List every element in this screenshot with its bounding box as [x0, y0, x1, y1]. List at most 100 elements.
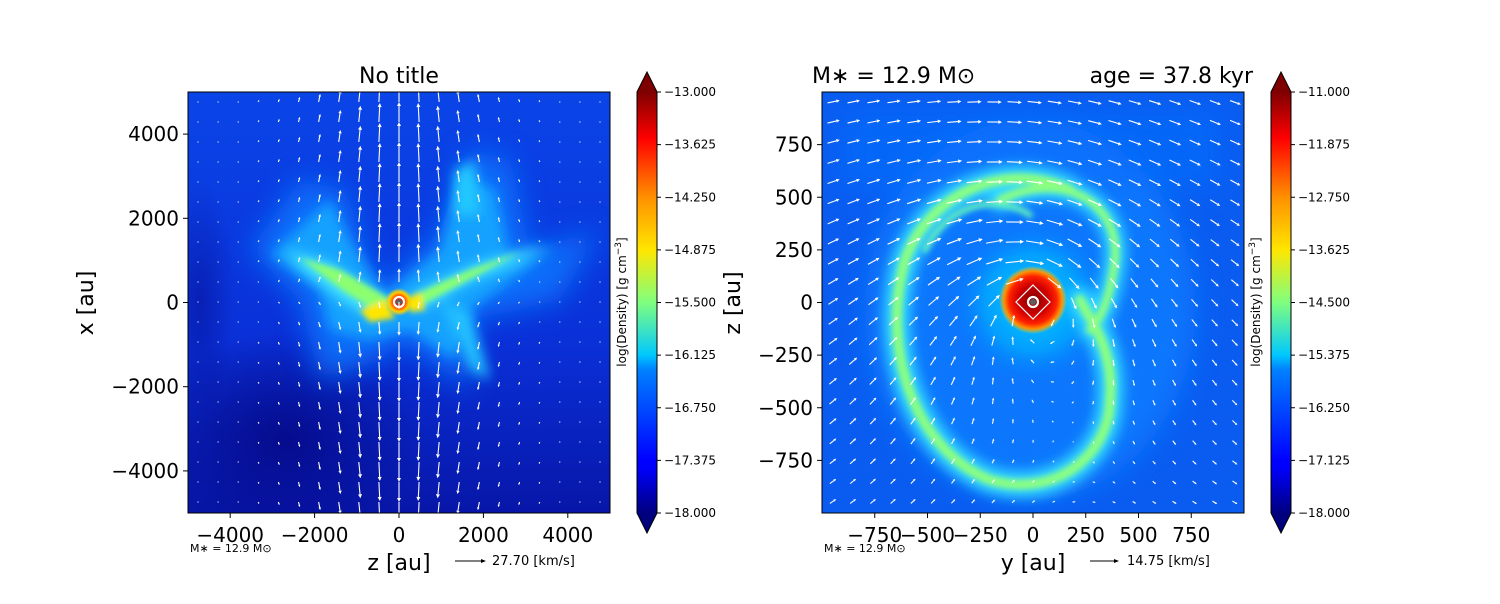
velocity-arrow: [238, 461, 239, 462]
velocity-arrow: [218, 121, 219, 122]
velocity-arrow: [1113, 461, 1114, 462]
velocity-arrow: [418, 273, 419, 282]
velocity-arrow: [599, 481, 600, 482]
velocity-arrow: [299, 179, 300, 182]
x-tick-label: 2000: [458, 523, 509, 547]
velocity-arrow: [238, 201, 239, 202]
velocity-arrow: [299, 302, 300, 303]
velocity-arrow: [379, 482, 380, 497]
velocity-arrow: [599, 261, 600, 262]
velocity-arrow: [197, 281, 198, 282]
velocity-arrow: [218, 261, 219, 262]
velocity-arrow: [599, 461, 600, 462]
velocity-arrow: [559, 201, 560, 202]
velocity-arrow: [499, 442, 500, 445]
velocity-arrow: [559, 481, 560, 482]
colorbar-tick-label: −13.625: [1298, 243, 1350, 257]
velocity-arrow: [559, 241, 560, 242]
velocity-arrow: [197, 461, 198, 462]
velocity-arrow: [418, 322, 419, 331]
velocity-arrow: [238, 401, 239, 402]
velocity-arrow: [499, 219, 500, 222]
velocity-arrow: [418, 187, 419, 202]
velocity-arrow: [299, 239, 300, 242]
velocity-arrow: [499, 302, 500, 303]
velocity-arrow: [218, 381, 219, 382]
velocity-arrow: [238, 221, 239, 222]
velocity-arrow-head: [397, 518, 401, 522]
velocity-arrow: [379, 167, 380, 182]
velocity-arrow: [197, 441, 198, 442]
x-tick-label: 0: [393, 523, 406, 547]
velocity-arrow: [499, 342, 500, 345]
velocity-arrow: [499, 119, 500, 122]
velocity-arrow: [579, 341, 580, 342]
velocity-arrow: [379, 342, 380, 356]
y-tick-label: 4000: [128, 122, 179, 146]
velocity-arrow: [379, 362, 380, 377]
velocity-arrow: [559, 281, 560, 282]
right-x-axis-label: y [au]: [1001, 551, 1066, 576]
velocity-arrow: [1007, 182, 1019, 183]
velocity-arrow: [499, 199, 500, 202]
velocity-arrow: [379, 147, 380, 162]
colorbar-tick-label: −17.375: [664, 453, 716, 467]
velocity-arrow: [599, 101, 600, 102]
velocity-arrow: [579, 201, 580, 202]
velocity-arrow: [1033, 461, 1034, 462]
velocity-arrow: [418, 362, 419, 377]
velocity-arrow: [418, 462, 419, 477]
velocity-arrow: [418, 302, 419, 306]
velocity-arrow: [238, 181, 239, 182]
left-colorbar-label: log(Density) [g cm−3]: [614, 237, 629, 366]
velocity-arrow: [1113, 441, 1114, 443]
velocity-arrow: [499, 322, 500, 324]
velocity-arrow: [559, 321, 560, 322]
velocity-arrow: [197, 261, 198, 262]
velocity-arrow: [599, 201, 600, 202]
y-tick-label: 0: [800, 291, 813, 315]
velocity-arrow: [238, 381, 239, 382]
velocity-arrow: [1007, 122, 1018, 123]
velocity-arrow: [599, 401, 600, 402]
velocity-arrow: [579, 381, 580, 382]
left-x-axis-label: z [au]: [367, 551, 430, 576]
right-title-age: age = 37.8 kyr: [1090, 64, 1254, 89]
velocity-arrow: [218, 181, 219, 182]
velocity-arrow: [418, 422, 419, 437]
velocity-arrow: [197, 141, 198, 142]
velocity-arrow: [197, 301, 198, 302]
velocity-arrow: [599, 321, 600, 322]
velocity-arrow: [1053, 482, 1054, 483]
velocity-arrow: [418, 127, 419, 142]
velocity-arrow: [599, 361, 600, 362]
velocity-arrow: [299, 219, 300, 222]
velocity-arrow: [218, 321, 219, 322]
velocity-arrow: [238, 121, 239, 122]
colorbar-tick-label: −16.125: [664, 348, 716, 362]
velocity-arrow: [1052, 502, 1053, 503]
velocity-arrow: [238, 441, 239, 442]
velocity-arrow: [197, 361, 198, 362]
velocity-arrow: [299, 502, 300, 505]
velocity-arrow: [579, 481, 580, 482]
velocity-arrow: [579, 461, 580, 462]
velocity-arrow: [258, 281, 259, 282]
velocity-arrow: [238, 281, 239, 282]
velocity-arrow: [379, 207, 380, 222]
right-colorbar-min-extend: [1271, 513, 1291, 533]
velocity-arrow: [218, 301, 219, 302]
velocity-arrow: [418, 482, 419, 497]
velocity-arrow: [599, 381, 600, 382]
velocity-arrow: [579, 501, 580, 502]
colorbar-tick-label: −14.250: [664, 190, 716, 204]
velocity-arrow: [559, 121, 560, 122]
velocity-arrow: [379, 422, 380, 437]
velocity-arrow: [379, 382, 380, 397]
velocity-arrow: [218, 341, 219, 342]
velocity-arrow: [579, 161, 580, 162]
velocity-arrow: [379, 227, 380, 242]
velocity-arrow: [197, 121, 198, 122]
